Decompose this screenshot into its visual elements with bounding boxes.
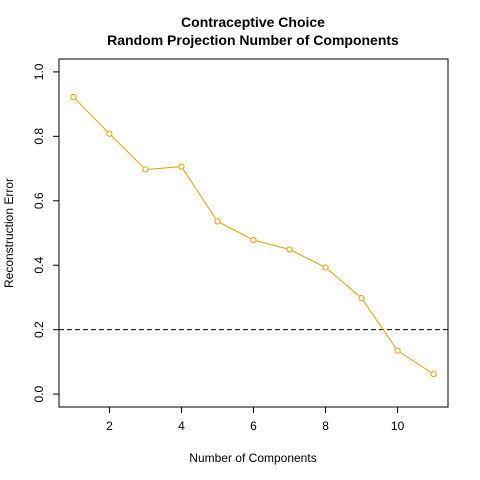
data-point — [250, 236, 257, 244]
y-tick-label: 0.8 — [32, 128, 46, 145]
x-tick-label: 8 — [322, 419, 329, 433]
x-tick-label: 6 — [250, 419, 257, 433]
series-segment — [256, 240, 287, 250]
series-segment — [292, 250, 323, 267]
chart-title: Contraceptive Choice — [181, 14, 325, 30]
data-point — [142, 166, 149, 173]
x-tick-label: 2 — [106, 419, 113, 433]
axes: 2 4 6 8 10 0.0 0.2 0.4 0.6 0.8 1.0 — [32, 63, 405, 433]
series-segment — [111, 135, 144, 168]
series-segment — [327, 269, 360, 297]
y-tick-label: 1.0 — [32, 63, 46, 80]
y-tick-label: 0.0 — [32, 385, 46, 402]
data-point — [322, 264, 329, 271]
series-layer — [70, 93, 437, 378]
x-tick-label: 4 — [178, 419, 185, 433]
data-point — [394, 347, 401, 354]
series-segment — [148, 166, 179, 170]
series-segment — [362, 300, 397, 349]
series-segment — [75, 98, 108, 132]
data-point — [358, 294, 365, 302]
series-segment — [220, 222, 251, 240]
series — [70, 93, 437, 378]
chart-subtitle: Random Projection Number of Components — [107, 32, 399, 48]
x-axis-label: Number of Components — [189, 451, 316, 465]
y-tick-label: 0.2 — [32, 321, 46, 338]
series-segment — [182, 169, 217, 220]
data-point — [106, 130, 113, 137]
data-point — [214, 218, 221, 225]
series-segment — [399, 351, 432, 373]
data-point — [286, 246, 293, 253]
x-tick-label: 10 — [391, 419, 405, 433]
data-point — [70, 93, 77, 101]
y-axis-label: Reconstruction Error — [2, 178, 16, 288]
data-point — [430, 371, 437, 378]
y-tick-label: 0.6 — [32, 192, 46, 209]
y-tick-label: 0.4 — [32, 257, 46, 274]
data-point — [178, 163, 185, 170]
